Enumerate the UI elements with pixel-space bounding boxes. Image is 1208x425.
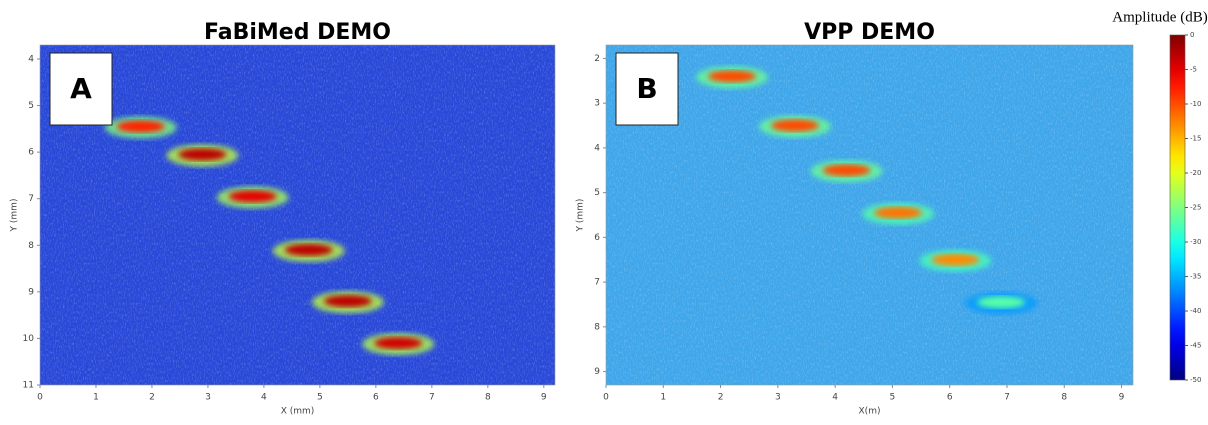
panel-title: FaBiMed DEMO — [204, 20, 391, 45]
x-tick-label: 0 — [603, 393, 609, 403]
panel-label: A — [70, 72, 92, 105]
x-tick-label: 3 — [775, 393, 781, 403]
y-tick-label: 4 — [28, 54, 34, 64]
colorbar-tick-label: -10 — [1190, 100, 1201, 108]
x-tick-label: 9 — [1119, 393, 1125, 403]
reflector — [822, 164, 871, 177]
x-tick-label: 8 — [1061, 393, 1067, 403]
y-tick-label: 7 — [28, 194, 34, 204]
colorbar-tick-label: -25 — [1190, 204, 1201, 212]
reflector — [374, 337, 423, 350]
colorbar-tick-label: -50 — [1190, 376, 1201, 384]
y-tick-label: 10 — [23, 334, 35, 344]
colorbar-title: Amplitude (dB) — [1112, 9, 1207, 25]
y-tick-label: 7 — [594, 278, 600, 288]
x-tick-label: 8 — [485, 393, 491, 403]
plot-frame — [605, 44, 1134, 386]
colorbar-tick-label: -5 — [1190, 66, 1197, 74]
panel-label: B — [636, 72, 657, 105]
reflector — [178, 148, 227, 161]
colorbar-tick-label: -15 — [1190, 135, 1201, 143]
colorbar-tick-label: -40 — [1190, 307, 1201, 315]
x-tick-label: 5 — [317, 393, 323, 403]
y-tick-label: 2 — [594, 54, 600, 64]
y-axis-label: Y (mm) — [10, 199, 20, 233]
y-tick-label: 3 — [594, 99, 600, 109]
x-tick-label: 4 — [261, 393, 267, 403]
colorbar — [1169, 34, 1186, 381]
x-tick-label: 7 — [1004, 393, 1010, 403]
x-tick-label: 1 — [660, 393, 666, 403]
panel-label-box — [615, 52, 679, 126]
x-tick-label: 2 — [149, 393, 155, 403]
reflector — [931, 253, 980, 266]
y-tick-label: 6 — [594, 233, 600, 243]
y-tick-label: 5 — [594, 188, 600, 198]
colorbar-tick-label: 0 — [1190, 31, 1194, 39]
colorbar-tick-label: -35 — [1190, 273, 1201, 281]
reflector — [874, 206, 923, 219]
x-axis-label: X (mm) — [281, 407, 315, 417]
y-tick-label: 8 — [594, 322, 600, 332]
colorbar-tick-label: -45 — [1190, 342, 1201, 350]
y-tick-label: 4 — [594, 143, 600, 153]
x-tick-label: 1 — [93, 393, 99, 403]
x-tick-label: 2 — [718, 393, 724, 403]
panel-title: VPP DEMO — [804, 20, 935, 45]
reflector — [977, 296, 1026, 309]
y-tick-label: 5 — [28, 101, 34, 111]
x-tick-label: 6 — [947, 393, 953, 403]
x-tick-label: 7 — [429, 393, 435, 403]
x-axis-label: X(m) — [859, 407, 881, 417]
speckle-noise — [40, 45, 555, 385]
reflector — [228, 190, 277, 203]
reflector — [323, 295, 372, 308]
x-tick-label: 0 — [37, 393, 43, 403]
y-tick-label: 9 — [28, 287, 34, 297]
y-tick-label: 11 — [23, 381, 34, 391]
x-tick-label: 6 — [373, 393, 379, 403]
reflector — [116, 120, 165, 133]
plot-frame — [39, 44, 556, 386]
panel-label-box — [49, 52, 113, 126]
reflector — [284, 243, 333, 256]
x-tick-label: 9 — [541, 393, 547, 403]
reflector — [708, 70, 757, 83]
colorbar-tick-label: -30 — [1190, 238, 1201, 246]
x-tick-label: 3 — [205, 393, 211, 403]
y-tick-label: 9 — [594, 367, 600, 377]
colorbar-tick-label: -20 — [1190, 169, 1201, 177]
y-tick-label: 8 — [28, 241, 34, 251]
x-tick-label: 5 — [890, 393, 896, 403]
reflector — [771, 119, 820, 132]
x-tick-label: 4 — [832, 393, 838, 403]
y-axis-label: Y (mm) — [576, 199, 586, 233]
y-tick-label: 6 — [28, 148, 34, 158]
